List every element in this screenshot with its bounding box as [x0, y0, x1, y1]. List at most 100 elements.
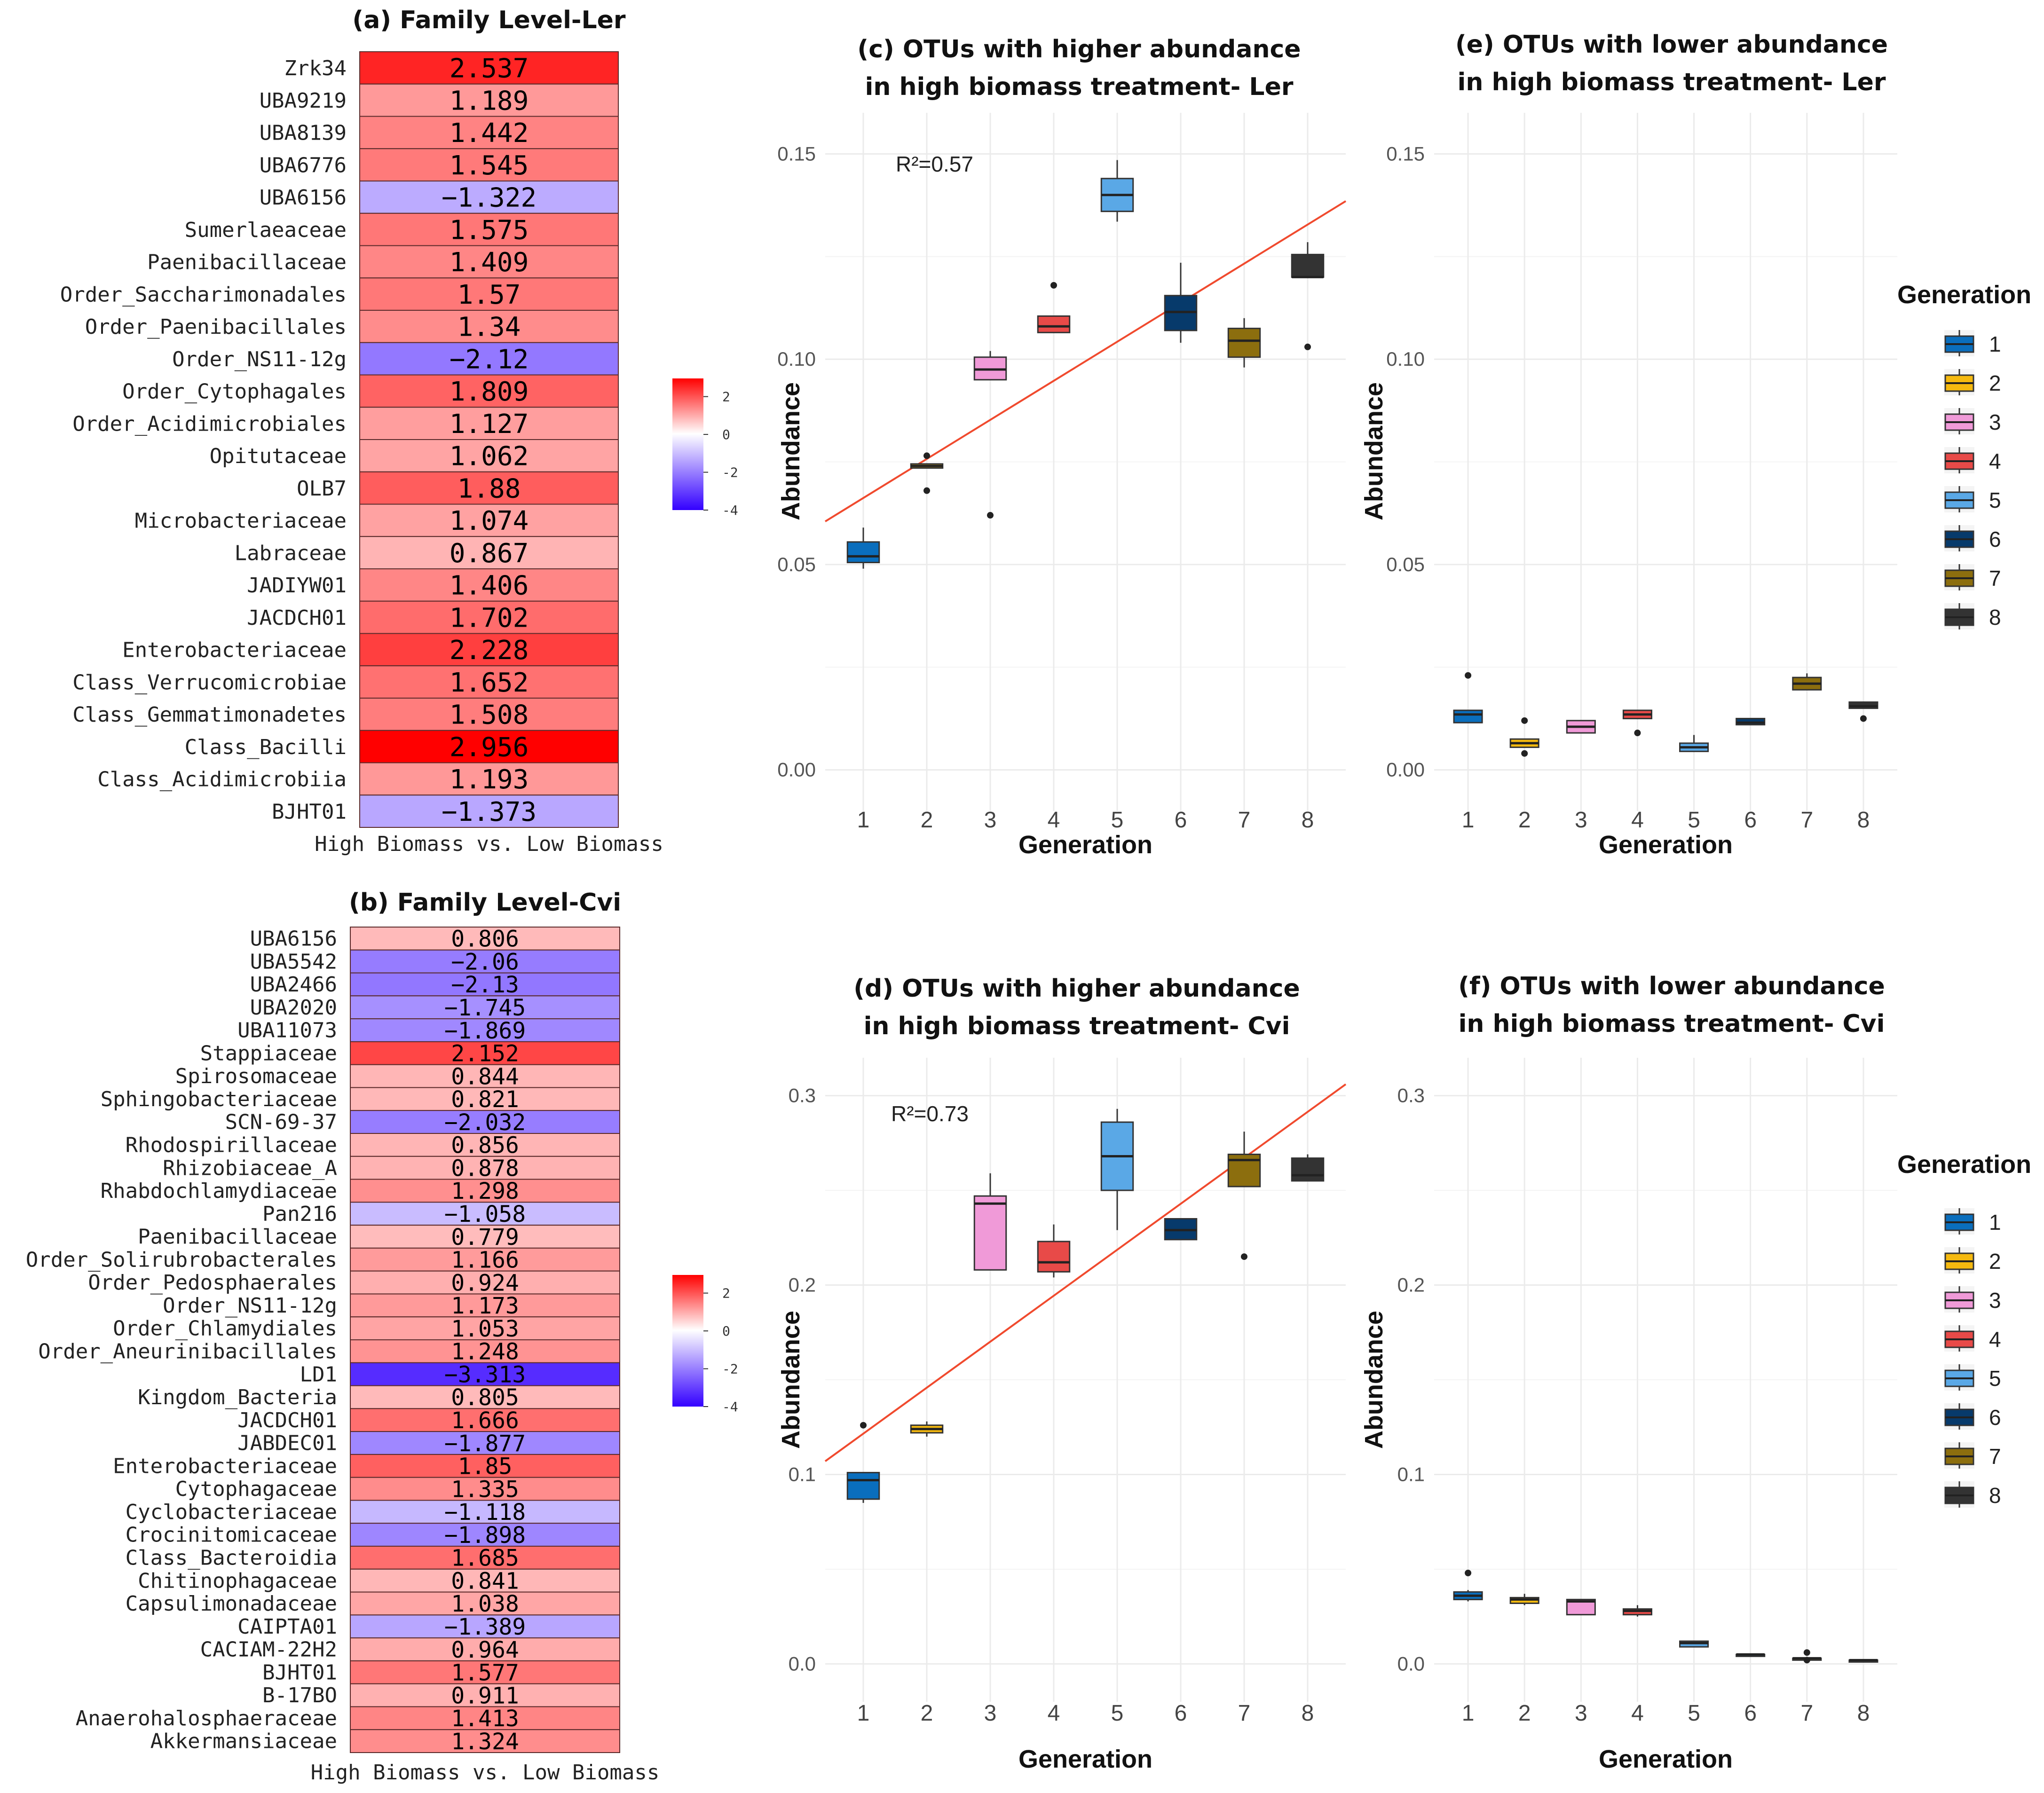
- legend-entry-label: 6: [1989, 527, 2001, 551]
- legend-entry-label: 6: [1989, 1405, 2001, 1430]
- heatmap-cell-label: 1.652: [450, 668, 529, 698]
- heatmap-cell-label: 2.537: [450, 54, 529, 84]
- box-body: [1453, 709, 1483, 723]
- box-body: [1291, 253, 1325, 278]
- heatmap-row-label: Rhabdochlamydiaceae: [101, 1179, 337, 1203]
- x-tick-label: 3: [984, 1701, 997, 1726]
- heatmap-cell: [350, 1179, 620, 1203]
- heatmap-cell-label: −2.032: [444, 1109, 526, 1136]
- box-outlier: [1241, 1253, 1247, 1260]
- heatmap-row-label: Order_Cytophagales: [122, 380, 347, 404]
- heatmap-cell-label: 1.166: [451, 1247, 519, 1274]
- box-outlier: [1521, 750, 1528, 757]
- heatmap-cell: [359, 794, 619, 828]
- x-tick-label: 7: [1800, 808, 1813, 833]
- heatmap-cell: [359, 116, 619, 149]
- x-tick-label: 1: [1462, 1701, 1475, 1726]
- colorbar-tick-label: 2: [722, 389, 730, 405]
- heatmap-row-label: Stappiaceae: [200, 1041, 337, 1065]
- heatmap-cell-label: 1.335: [451, 1476, 519, 1502]
- plot-title-line: in high biomass treatment- Cvi: [864, 1012, 1290, 1040]
- y-tick-label: 0.0: [1397, 1652, 1425, 1675]
- heatmap-row-label: BJHT01: [262, 1660, 337, 1684]
- legend-entry-label: 1: [1989, 332, 2001, 356]
- heatmap-cell-label: −1.058: [444, 1201, 526, 1227]
- legend-entry-label: 8: [1989, 1483, 2001, 1508]
- y-tick-label: 0.05: [1386, 553, 1425, 575]
- heatmap-row-label: UBA5542: [250, 950, 337, 974]
- y-tick-label: 0.00: [1386, 759, 1425, 781]
- box-body: [846, 541, 880, 564]
- heatmap-row-label: UBA2466: [250, 973, 337, 997]
- heatmap-cell-label: 1.508: [450, 700, 529, 731]
- colorbar-tick-label: 0: [722, 427, 730, 442]
- heatmap-cell-label: 1.298: [451, 1178, 519, 1204]
- heatmap-cell-label: 1.053: [451, 1316, 519, 1342]
- heatmap-cell-label: −1.389: [444, 1614, 526, 1640]
- heatmap-cell-label: −2.12: [450, 344, 529, 375]
- heatmap-cell-label: 1.324: [451, 1729, 519, 1755]
- heatmap-cell-label: 1.442: [450, 118, 529, 149]
- x-tick-label: 7: [1238, 808, 1251, 833]
- heatmap-cell: [350, 927, 620, 951]
- heatmap-row-label: Order_NS11-12g: [172, 347, 347, 371]
- heatmap-cell: [350, 1500, 620, 1524]
- x-tick-label: 3: [984, 808, 997, 833]
- legend-title: Generation: [1897, 281, 2031, 309]
- heatmap-cell-label: −1.877: [444, 1431, 526, 1457]
- plot-title-line: in high biomass treatment- Cvi: [1459, 1010, 1885, 1038]
- heatmap-cell: [359, 212, 619, 246]
- x-tick-label: 4: [1048, 808, 1060, 833]
- boxplot-panel-f: (f) OTUs with lower abundance in high bio…: [1360, 972, 1897, 1773]
- heatmap-row-label: Chitinophagaceae: [138, 1569, 337, 1593]
- generation-legend-bottom: Generation 1 2 3 4 5 6 7 8: [1897, 1150, 2031, 1508]
- y-tick-label: 0.15: [1386, 142, 1425, 165]
- heatmap-row-label: Enterobacteriaceae: [113, 1454, 337, 1478]
- heatmap-cell: [350, 1477, 620, 1501]
- legend-entry-label: 3: [1989, 1288, 2001, 1313]
- heatmap-cell: [350, 1546, 620, 1570]
- box-outlier: [1465, 672, 1472, 679]
- heatmap-row-label: Rhodospirillaceae: [126, 1133, 337, 1157]
- heatmap-cell: [350, 1706, 620, 1730]
- heatmap-cell: [359, 277, 619, 311]
- y-tick-label: 0.15: [777, 142, 816, 165]
- heatmap-cell: [359, 633, 619, 667]
- y-tick-label: 0.3: [789, 1085, 816, 1107]
- box-outlier: [1634, 730, 1641, 737]
- legend-entry-label: 7: [1989, 1444, 2001, 1469]
- r-squared-annotation: R²=0.73: [891, 1101, 969, 1126]
- heatmap-row-label: CACIAM-22H2: [200, 1638, 337, 1662]
- heatmap-cell: [350, 1385, 620, 1409]
- heatmap-cell: [359, 181, 619, 214]
- heatmap-row-label: JADIYW01: [247, 574, 347, 598]
- y-axis-label: Abundance: [777, 382, 805, 520]
- x-tick-label: 4: [1048, 1701, 1060, 1726]
- y-tick-label: 0.10: [777, 348, 816, 370]
- heatmap-cell: [350, 1614, 620, 1639]
- heatmap-row-label: Class_Verrucomicrobiae: [72, 670, 347, 694]
- heatmap-row-label: CAIPTA01: [237, 1615, 337, 1639]
- heatmap-cell: [350, 1362, 620, 1386]
- colorbar-tick-label: -2: [722, 465, 738, 480]
- box-outlier: [1803, 1649, 1810, 1656]
- heatmap-row-label: LD1: [300, 1362, 337, 1386]
- plot-title-line: in high biomass treatment- Ler: [865, 73, 1294, 101]
- x-tick-label: 5: [1111, 1701, 1124, 1726]
- heatmap-cell-label: −1.118: [444, 1499, 526, 1526]
- heatmap-row-label: SCN-69-37: [225, 1110, 337, 1134]
- heatmap-panel-b: (b) Family Level-Cvi 0.806 UBA6156 −2.06 UBA…: [26, 889, 738, 1785]
- x-tick-label: 1: [857, 1701, 870, 1726]
- plot-title-line: (c) OTUs with higher abundance: [857, 35, 1301, 63]
- heatmap-row-label: Capsulimonadaceae: [126, 1592, 337, 1616]
- x-tick-label: 2: [921, 808, 933, 833]
- x-tick-label: 3: [1575, 808, 1587, 833]
- heatmap-cell-label: 1.34: [458, 312, 521, 343]
- heatmap-cell: [350, 1041, 620, 1065]
- box-body: [846, 1471, 880, 1500]
- heatmap-cell: [359, 245, 619, 279]
- legend-entry-label: 1: [1989, 1210, 2001, 1235]
- y-axis-label: Abundance: [1360, 1311, 1388, 1449]
- heatmap-cell-label: −1.898: [444, 1522, 526, 1549]
- heatmap-cell-label: 0.878: [451, 1155, 519, 1181]
